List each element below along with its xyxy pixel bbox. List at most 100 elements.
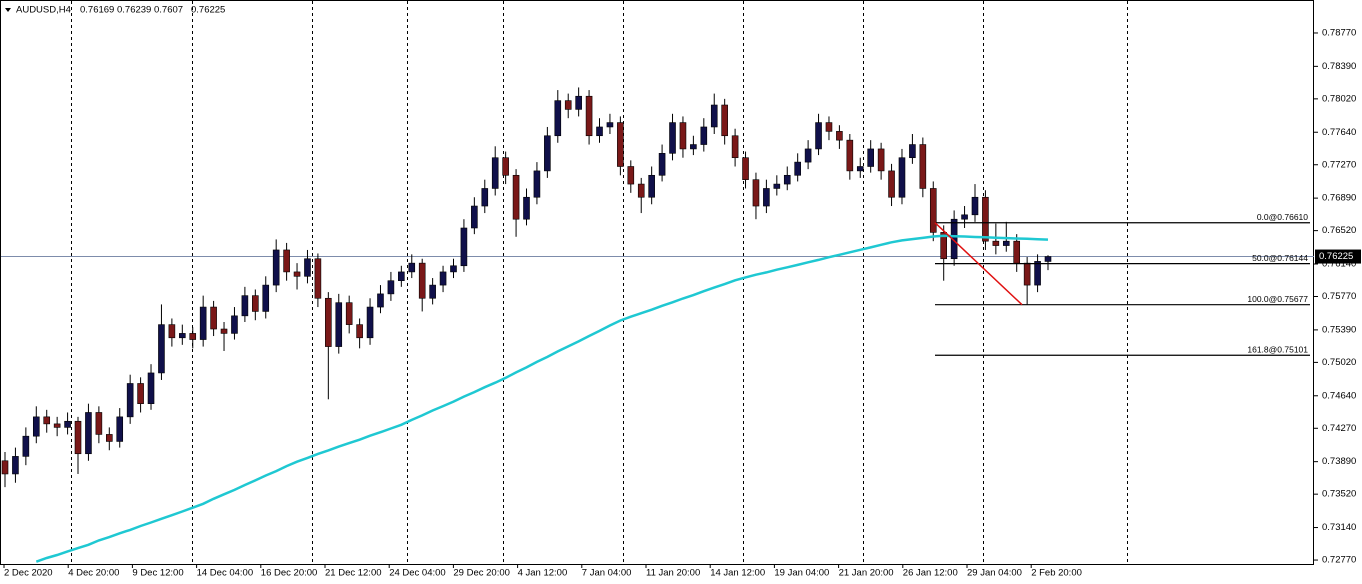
candle-body (429, 284, 436, 299)
candle-body (961, 214, 968, 220)
candle-body (898, 157, 906, 198)
fibo-trendline (934, 222, 1023, 306)
candle-body (408, 262, 416, 273)
candle-body (940, 232, 948, 260)
x-tick-label: 2 Feb 20:00 (1031, 568, 1082, 579)
y-tick-label: 0.78770 (1322, 27, 1356, 38)
y-tick-label: 0.76890 (1322, 193, 1356, 204)
fibo-label: 0.0@0.76610 (1257, 212, 1308, 222)
y-tick-label: 0.75770 (1322, 291, 1356, 302)
candle-body (856, 166, 864, 172)
x-tick-label: 7 Jan 04:00 (582, 568, 632, 579)
candle-body (804, 148, 812, 163)
menu-arrow[interactable] (5, 8, 11, 12)
low-value: 0.7607 (154, 5, 183, 16)
y-tick-label: 0.78020 (1322, 93, 1356, 104)
x-tick-label: 16 Dec 20:00 (261, 568, 318, 579)
candle-body (773, 183, 781, 189)
open-value: 0.76169 (80, 5, 114, 16)
candle-body (231, 315, 238, 334)
candle-body (116, 416, 124, 442)
y-tick-label: 0.74270 (1322, 423, 1356, 434)
candle-body (304, 258, 311, 277)
candle-body (982, 196, 989, 242)
y-tick-label: 0.78390 (1322, 61, 1356, 72)
candle-body (1023, 262, 1031, 286)
candle-body (481, 188, 489, 207)
candle-body (377, 293, 384, 308)
candle-body (126, 383, 134, 418)
candle-body (137, 383, 144, 404)
candle-body (731, 135, 739, 159)
candle-body (523, 196, 530, 220)
candle-body (992, 240, 1000, 246)
price-box (1315, 249, 1361, 264)
candle-body (272, 249, 280, 286)
candle-body (690, 144, 697, 150)
candle-body (971, 196, 979, 216)
candle-body (210, 306, 217, 330)
fibo-label: 161.8@0.75101 (1247, 345, 1308, 355)
x-tick-label: 24 Dec 04:00 (389, 568, 446, 579)
candle-body (325, 297, 332, 347)
candle-body (909, 144, 916, 159)
candle-body (1002, 240, 1010, 246)
fibo-label: 100.0@0.75677 (1247, 294, 1308, 304)
candle-body (512, 174, 520, 220)
y-tick-label: 0.76140 (1322, 259, 1356, 270)
candle-body (220, 328, 228, 334)
candle-body (158, 324, 165, 374)
candle-body (147, 372, 155, 404)
candle-body (12, 456, 19, 475)
candle-body (888, 170, 895, 198)
candle-body (95, 412, 103, 435)
candle-body (74, 420, 82, 455)
candle-body (85, 412, 92, 455)
candle-body (783, 174, 791, 185)
candle-body (950, 218, 958, 260)
candle-body (179, 333, 186, 339)
candle-body (794, 161, 801, 176)
y-tick-label: 0.73890 (1322, 456, 1356, 467)
candle-body (648, 174, 655, 198)
candle-body (1034, 261, 1041, 286)
x-tick-label: 21 Dec 12:00 (325, 568, 382, 579)
symbol-title: AUDUSD,H4 (16, 5, 71, 16)
candle-body (544, 135, 551, 172)
y-tick-label: 0.75020 (1322, 357, 1356, 368)
candle-body (533, 170, 541, 198)
candle-body (262, 284, 270, 312)
candle-body (710, 104, 718, 128)
x-tick-label: 14 Jan 12:00 (710, 568, 765, 579)
candle-body (252, 295, 259, 312)
candle-body (53, 423, 61, 428)
y-tick-label: 0.74640 (1322, 390, 1356, 401)
candle-body (596, 126, 603, 137)
candle-body (867, 148, 874, 167)
candle-body (752, 179, 760, 207)
candle-body (314, 258, 322, 299)
candle-body (825, 122, 833, 132)
x-tick-label: 21 Jan 20:00 (839, 568, 894, 579)
candle-body (658, 153, 666, 176)
x-tick-label: 2 Dec 2020 (4, 568, 53, 579)
y-tick-label: 0.72770 (1322, 555, 1356, 566)
high-value: 0.76239 (117, 5, 151, 16)
fibo-label: 50.0@0.76144 (1252, 253, 1308, 263)
candle-body (919, 144, 927, 189)
close-value: 0.76225 (191, 5, 225, 16)
x-tick-label: 9 Dec 12:00 (132, 568, 183, 579)
candle-body (679, 122, 687, 150)
candle-body (742, 157, 749, 180)
x-tick-label: 29 Dec 20:00 (453, 568, 510, 579)
candle-body (22, 435, 30, 457)
candle-body (32, 416, 40, 437)
candle-body (721, 104, 728, 137)
candle-body (617, 122, 624, 167)
candle-body (585, 95, 593, 137)
candle-body (241, 295, 249, 317)
candle-body (335, 302, 343, 347)
candle-body (356, 324, 363, 339)
candle-body (418, 262, 426, 299)
